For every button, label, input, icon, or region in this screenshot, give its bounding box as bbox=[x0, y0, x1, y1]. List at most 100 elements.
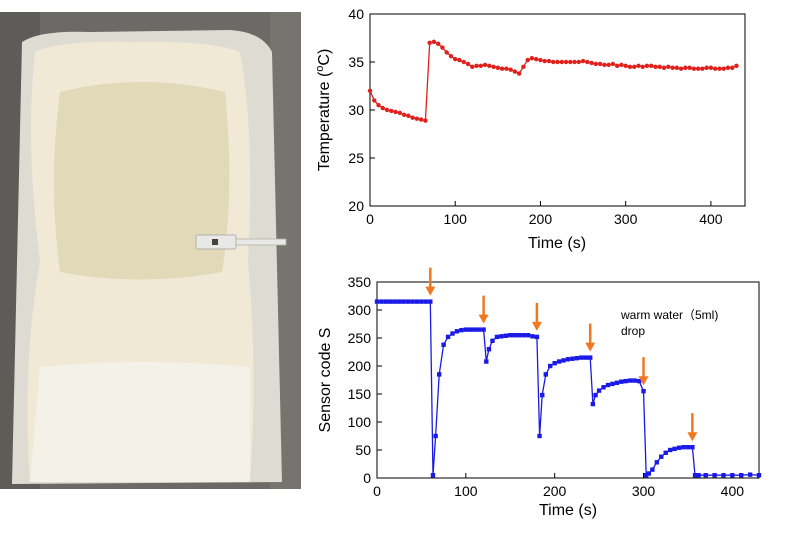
temperature-data-point bbox=[470, 64, 475, 70]
sensor-data-point bbox=[614, 380, 620, 385]
temperature-data-point bbox=[700, 66, 705, 71]
sensor-data-point bbox=[610, 381, 615, 387]
temperature-data-point bbox=[465, 61, 471, 67]
sensor-data-point bbox=[632, 378, 637, 383]
temperature-y-tick-label: 30 bbox=[348, 102, 364, 118]
temperature-data-point bbox=[376, 103, 381, 108]
sensor-data-point bbox=[654, 460, 660, 465]
temperature-data-point bbox=[440, 45, 445, 50]
sensor-data-point bbox=[454, 329, 460, 334]
sensor-data-point bbox=[484, 359, 489, 364]
temperature-data-point bbox=[397, 110, 403, 116]
temperature-data-point bbox=[367, 88, 373, 94]
temperature-data-point bbox=[542, 58, 547, 64]
sensor-data-point bbox=[561, 358, 566, 363]
sensor-data-point bbox=[583, 355, 588, 360]
temperature-data-point bbox=[495, 65, 501, 70]
sensor-data-point bbox=[450, 331, 455, 336]
temperature-data-point bbox=[712, 66, 718, 71]
sensor-data-point bbox=[730, 473, 735, 478]
temperature-data-point bbox=[644, 63, 650, 69]
sensor-data-point bbox=[667, 447, 673, 453]
temperature-data-point bbox=[499, 66, 505, 71]
temperature-data-point bbox=[427, 40, 432, 45]
temperature-data-point bbox=[453, 56, 458, 62]
temperature-data-point bbox=[589, 60, 594, 66]
temperature-data-point bbox=[580, 58, 586, 64]
temperature-data-point bbox=[725, 65, 731, 70]
temperature-data-point bbox=[372, 98, 377, 103]
sensor-data-point bbox=[747, 472, 753, 477]
temperature-data-point bbox=[640, 64, 645, 70]
sensor-data-point bbox=[681, 445, 686, 450]
temperature-data-point bbox=[401, 112, 407, 118]
temperature-data-point bbox=[431, 39, 437, 45]
temperature-data-point bbox=[384, 107, 390, 113]
diaper-pad-fold bbox=[30, 362, 250, 482]
sensor-data-point bbox=[690, 445, 695, 450]
sensor-y-tick-label: 350 bbox=[348, 274, 372, 290]
sensor-data-point bbox=[512, 333, 517, 338]
sensor-data-point bbox=[388, 299, 393, 304]
sensor-data-point bbox=[379, 299, 384, 304]
sensor-y-tick-label: 250 bbox=[348, 330, 372, 346]
sensor-y-tick-label: 0 bbox=[363, 470, 371, 486]
sensor-y-ticks: 0 50 100 150 200 250 300 350 bbox=[348, 274, 382, 486]
temperature-data-point bbox=[666, 64, 671, 70]
temperature-y-tick-label: 20 bbox=[348, 198, 364, 214]
temperature-data-point bbox=[406, 113, 411, 118]
annotation-line-1: warm water（5ml) bbox=[620, 308, 718, 322]
temperature-x-tick-label: 0 bbox=[366, 211, 374, 227]
sensor-data-point bbox=[696, 473, 701, 478]
temperature-data-point bbox=[516, 71, 522, 76]
temperature-data-point bbox=[674, 65, 680, 70]
sensor-data-point bbox=[433, 433, 438, 439]
temperature-y-title-sup: o bbox=[314, 66, 326, 72]
temperature-x-tick-label: 100 bbox=[444, 211, 468, 227]
sensor-data-point bbox=[508, 333, 513, 338]
water-drop-arrows bbox=[425, 267, 698, 442]
temperature-data-point bbox=[474, 63, 479, 69]
water-drop-arrow bbox=[638, 357, 649, 386]
sensor-data-point bbox=[650, 467, 655, 472]
sensor-data-point bbox=[593, 392, 598, 398]
sensor-data-point bbox=[383, 299, 389, 304]
sensor-data-point bbox=[490, 338, 495, 343]
sensor-data-point bbox=[643, 473, 649, 478]
sensor-data-point bbox=[494, 334, 500, 340]
temperature-data-point bbox=[661, 65, 667, 70]
sensor-data-point bbox=[423, 299, 429, 304]
temperature-data-point bbox=[734, 63, 739, 69]
sensor-data-point bbox=[459, 327, 464, 333]
temperature-y-title-main: Temperature ( bbox=[316, 71, 333, 171]
temperature-data-point bbox=[576, 59, 582, 65]
sensor-data-point bbox=[516, 333, 522, 338]
water-drop-arrow bbox=[687, 413, 698, 442]
sensor-data-point bbox=[623, 378, 628, 384]
water-drop-arrow bbox=[425, 267, 436, 296]
sensor-data-point bbox=[556, 359, 562, 364]
sensor-data-point bbox=[410, 299, 415, 304]
temperature-data-point bbox=[614, 63, 620, 69]
temperature-data-point bbox=[695, 66, 701, 71]
sensor-data-point bbox=[565, 357, 571, 362]
sensor-data-point bbox=[472, 327, 477, 332]
sensor-data-point bbox=[534, 334, 540, 340]
temperature-x-tick-label: 200 bbox=[529, 211, 553, 227]
sensor-data-point bbox=[685, 445, 691, 450]
sensor-x-tick-label: 200 bbox=[543, 483, 567, 499]
temperature-data-point bbox=[448, 54, 454, 59]
temperature-data-point bbox=[653, 64, 658, 70]
temperature-chart: 0 100 200 300 400 20 25 30 35 40 Time (s) Temper… bbox=[314, 6, 746, 252]
temperature-data-point bbox=[568, 59, 573, 65]
sensor-data-point bbox=[463, 327, 469, 332]
sensor-data-point bbox=[641, 389, 646, 394]
sensor-data-point bbox=[445, 334, 451, 340]
temperature-data-point bbox=[546, 58, 552, 64]
temperature-data-point bbox=[602, 62, 607, 68]
sensor-x-axis-title: Time (s) bbox=[539, 502, 597, 519]
sensor-data-point bbox=[605, 382, 611, 388]
sensor-chip bbox=[212, 239, 218, 245]
temperature-data-point bbox=[555, 59, 560, 65]
temperature-data-point bbox=[478, 63, 483, 69]
